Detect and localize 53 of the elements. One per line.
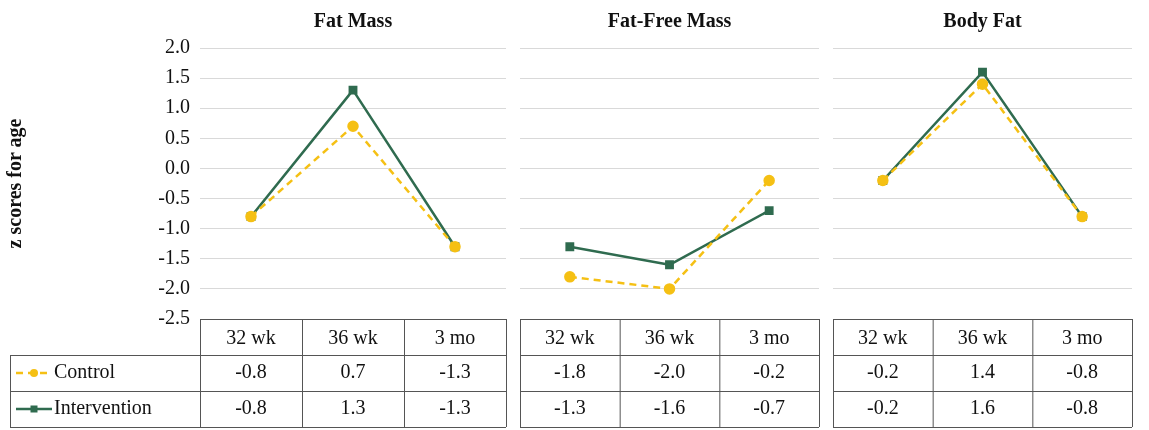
x-tick-label: 3 mo <box>1061 326 1103 349</box>
point <box>978 67 987 77</box>
data-label: -1.3 <box>439 360 471 383</box>
point <box>347 120 359 133</box>
x-tick-label: 3 mo <box>748 326 790 349</box>
legend-label: Intervention <box>54 396 152 419</box>
data-label: -0.8 <box>1066 360 1098 383</box>
y-tick-label: 0.0 <box>165 155 190 178</box>
y-tick-label: -2.5 <box>158 306 190 329</box>
data-label: 1.6 <box>970 396 995 419</box>
data-label: -0.2 <box>753 360 785 383</box>
data-label: -0.8 <box>235 360 267 383</box>
x-tick-label: 36 wk <box>328 326 378 349</box>
x-tick-label: 36 wk <box>957 326 1008 349</box>
point <box>564 271 576 283</box>
x-tick-label: 36 wk <box>644 326 695 349</box>
y-tick-label: 1.0 <box>165 95 190 118</box>
data-label: -1.6 <box>653 396 686 419</box>
point <box>763 174 775 187</box>
x-tick-label: 32 wk <box>226 326 276 349</box>
point <box>665 260 674 270</box>
x-tick-label: 32 wk <box>858 326 908 349</box>
y-axis-title: z scores for age <box>3 118 27 249</box>
point <box>348 85 358 95</box>
data-label: -1.3 <box>439 396 471 419</box>
y-tick-label: 1.5 <box>165 65 190 88</box>
data-label: -2.0 <box>653 360 686 383</box>
y-tick-label: 0.5 <box>165 125 190 148</box>
x-tick-label: 32 wk <box>545 326 595 349</box>
data-label: -0.7 <box>753 396 785 419</box>
data-label: -0.8 <box>235 396 267 419</box>
y-tick-label: -0.5 <box>158 185 190 208</box>
data-label: -0.2 <box>867 396 899 419</box>
point <box>565 242 575 252</box>
point <box>976 78 989 90</box>
y-tick-label: 2.0 <box>165 35 190 58</box>
legend-label: Control <box>54 360 116 383</box>
data-label: -0.8 <box>1066 396 1098 419</box>
x-tick-label: 3 mo <box>434 326 476 349</box>
y-tick-label: -1.0 <box>158 215 190 238</box>
data-label: -1.3 <box>554 396 586 419</box>
chart-title: Fat-Free Mass <box>607 9 732 32</box>
data-label: -0.2 <box>867 360 899 383</box>
point <box>663 283 676 295</box>
chart-title: Body Fat <box>943 9 1023 33</box>
chart-title: Fat Mass <box>313 9 393 32</box>
data-label: 1.4 <box>970 360 995 383</box>
y-tick-label: -1.5 <box>158 246 190 269</box>
point <box>764 206 774 216</box>
data-label: -1.8 <box>554 360 586 383</box>
data-label: 0.7 <box>340 360 366 383</box>
data-label: 1.3 <box>340 396 366 419</box>
y-tick-label: -2.0 <box>158 276 190 299</box>
